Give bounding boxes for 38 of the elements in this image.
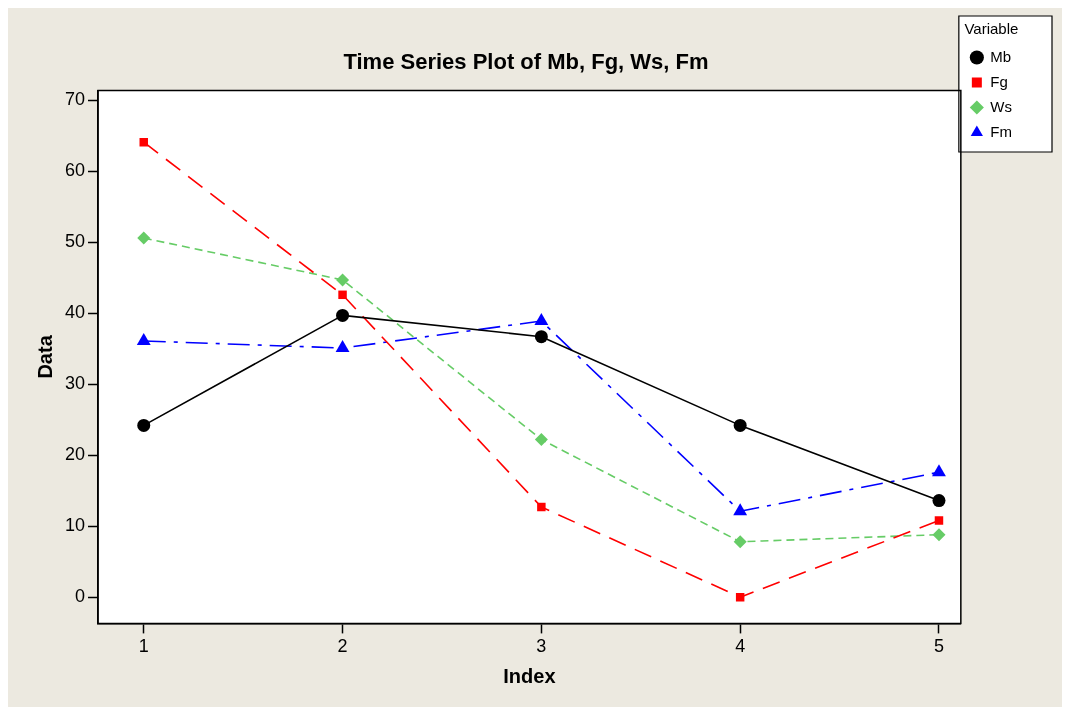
y-tick-label: 50 xyxy=(64,231,86,252)
y-tick-label: 40 xyxy=(64,302,86,323)
y-tick-label: 10 xyxy=(64,515,86,536)
x-axis-title: Index xyxy=(503,664,556,687)
point xyxy=(137,418,151,432)
point xyxy=(335,340,350,353)
y-tick-label: 60 xyxy=(64,160,86,181)
point xyxy=(932,464,946,477)
point xyxy=(336,308,350,322)
point xyxy=(534,313,549,326)
y-tick-label: 30 xyxy=(64,373,86,394)
point xyxy=(534,433,548,447)
x-tick-label: 3 xyxy=(536,636,547,657)
point xyxy=(338,290,347,300)
point xyxy=(733,418,747,432)
y-tick-label: 20 xyxy=(64,444,86,465)
x-tick-label: 2 xyxy=(337,636,348,657)
y-axis-title: Data xyxy=(33,334,56,379)
y-tick-label: 70 xyxy=(64,89,86,110)
point xyxy=(336,273,350,287)
y-tick-label: 0 xyxy=(75,586,86,607)
chart-title: Time Series Plot of Mb, Fg, Ws, Fm xyxy=(343,49,709,75)
point xyxy=(733,535,747,549)
point xyxy=(137,231,151,245)
point xyxy=(934,516,944,525)
legend-label: Ws xyxy=(990,97,1013,115)
x-tick-label: 1 xyxy=(138,636,149,657)
legend-label: Mb xyxy=(990,47,1012,65)
point xyxy=(537,502,546,512)
point xyxy=(932,494,946,508)
x-tick-label: 5 xyxy=(933,636,944,657)
legend-label: Fg xyxy=(990,72,1008,90)
legend-label: Fm xyxy=(990,122,1013,140)
x-tick-label: 4 xyxy=(735,636,746,657)
point xyxy=(733,503,748,516)
point xyxy=(932,528,946,542)
legend-title: Variable xyxy=(964,19,1019,37)
point xyxy=(534,330,548,344)
